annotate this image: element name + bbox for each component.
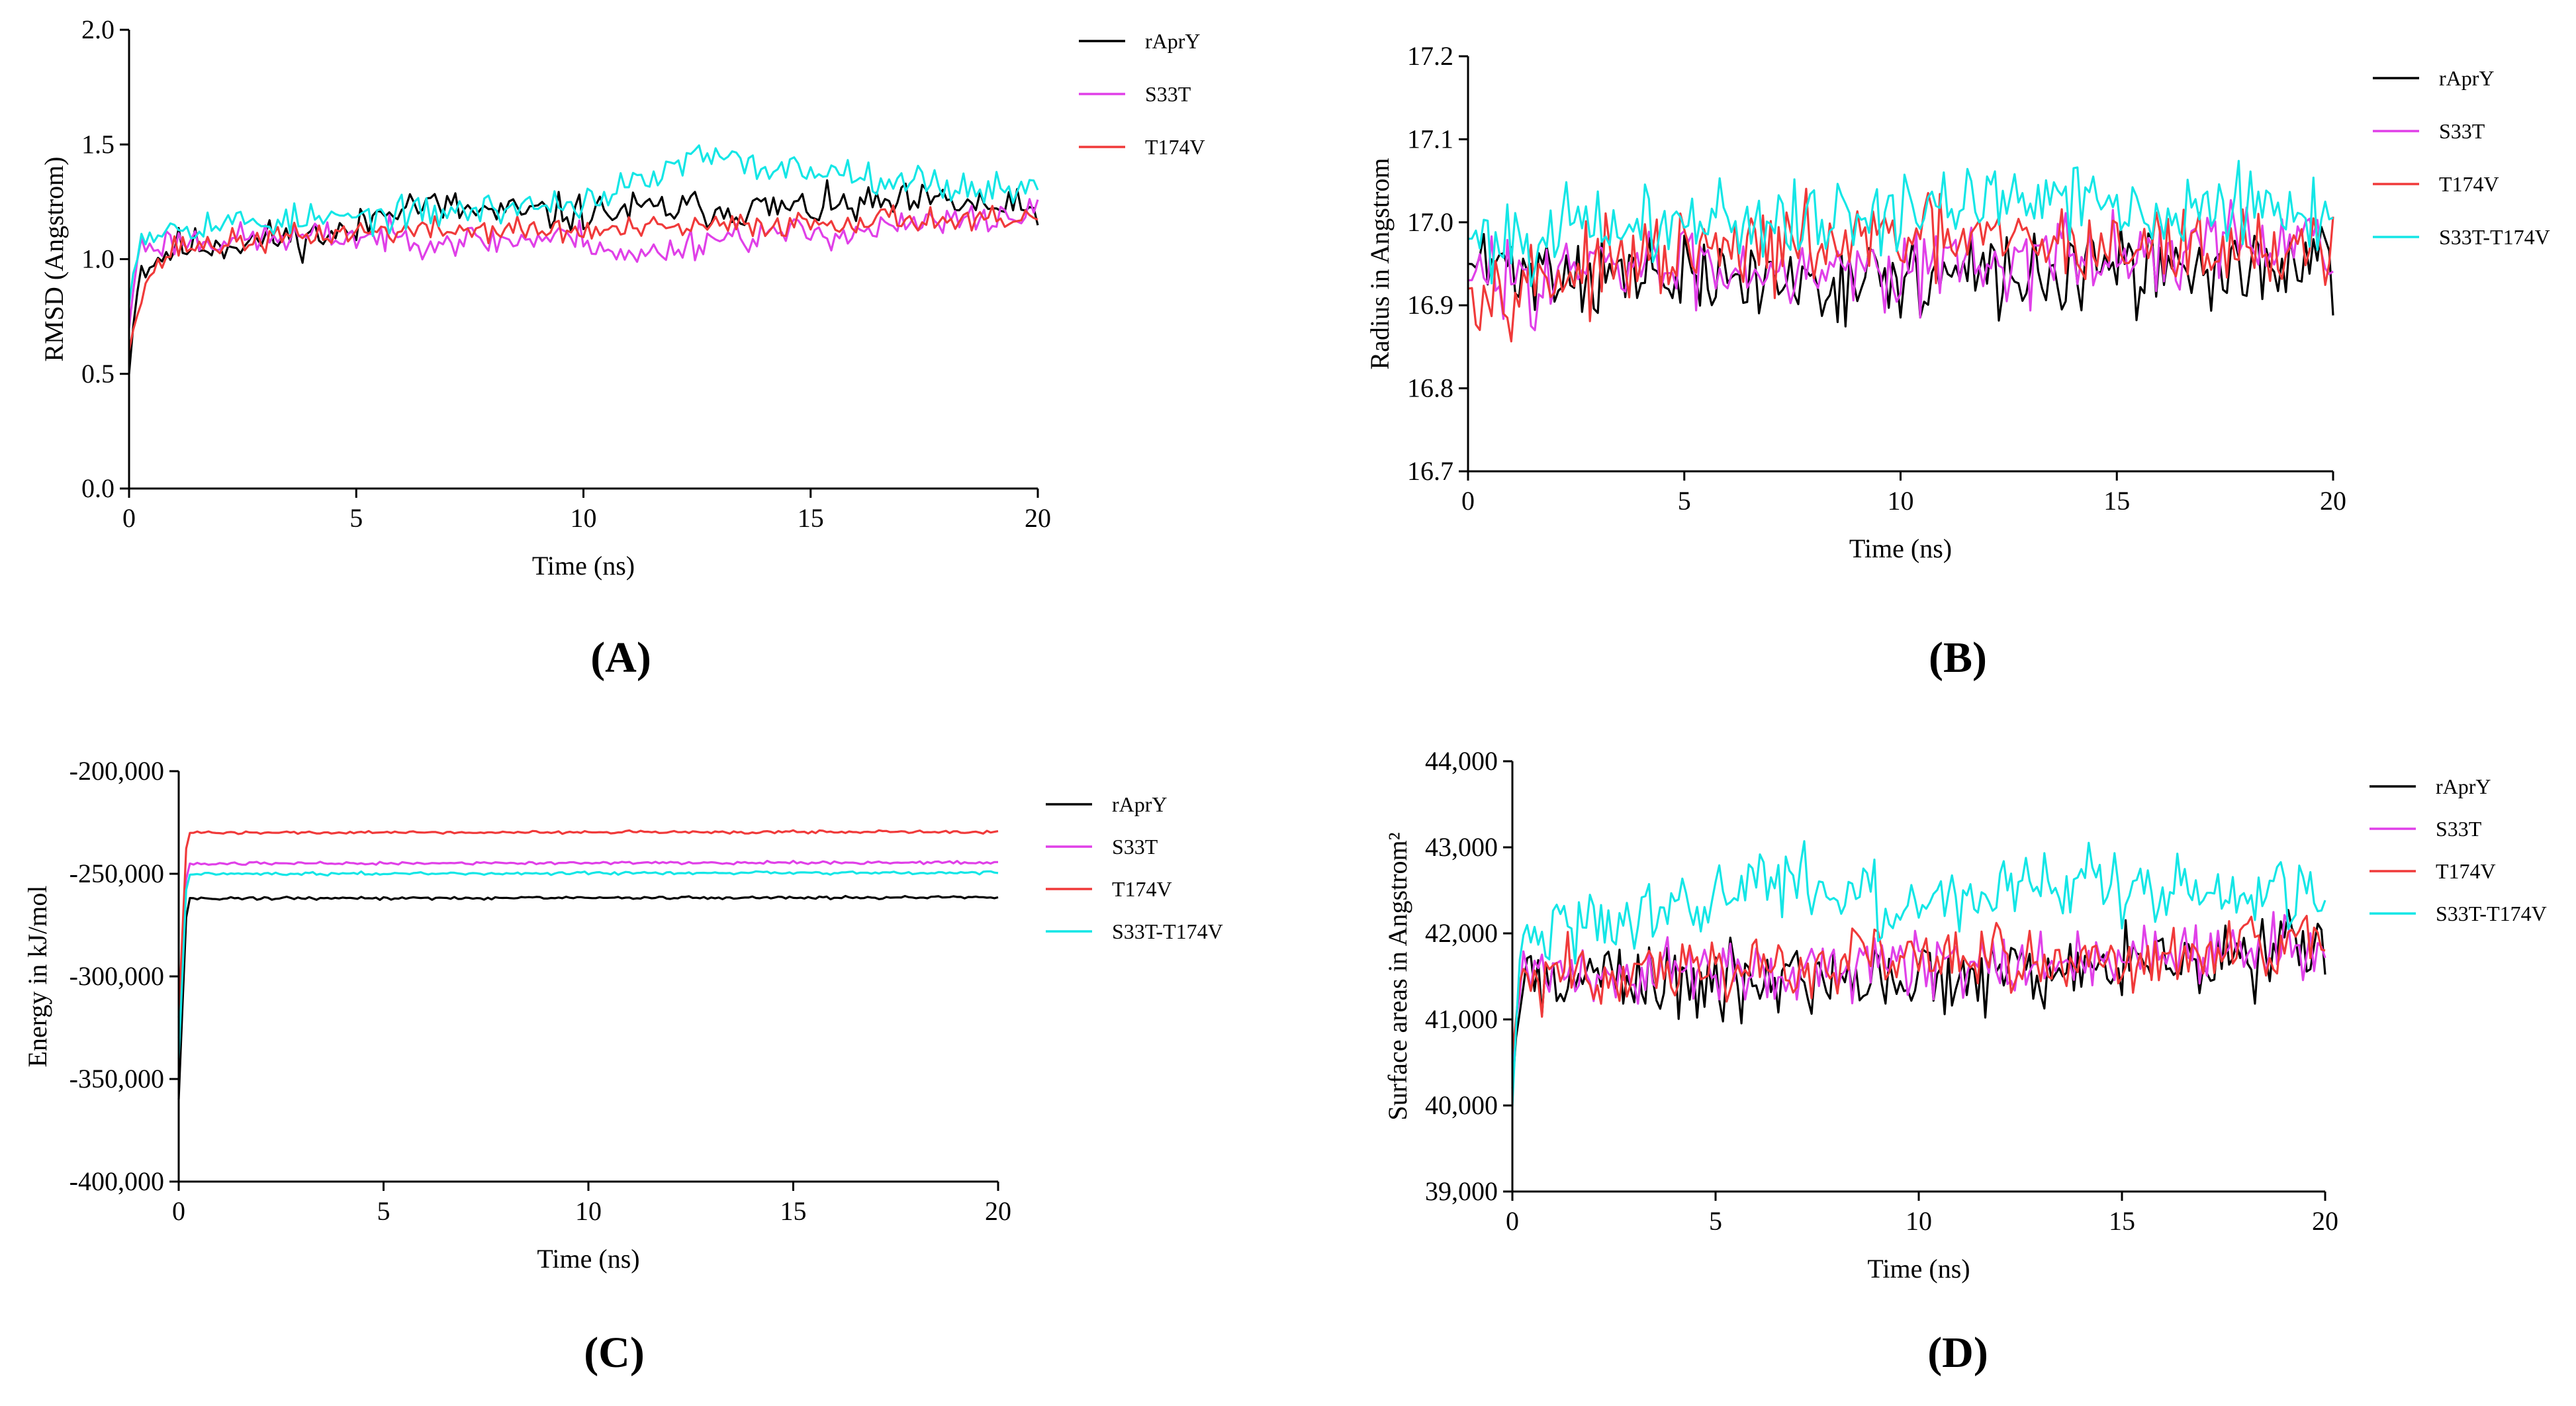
y-tick-label: 0.5 — [81, 359, 115, 389]
series-line-S33T — [128, 198, 1039, 328]
legend-label-T174V: T174V — [1145, 135, 1205, 159]
legend-label-rAprY: rAprY — [1145, 29, 1201, 53]
x-tick-label: 15 — [798, 503, 824, 533]
legend-label-S33T: S33T — [1145, 82, 1191, 106]
x-tick-label: 10 — [1888, 486, 1914, 516]
y-tick-label: 1.5 — [81, 129, 115, 159]
y-axis-title: Surface areas in Angstrom² — [1383, 832, 1412, 1120]
y-tick-label: -400,000 — [69, 1166, 164, 1196]
x-axis-title: Time (ns) — [532, 551, 635, 581]
y-tick-label: 17.2 — [1407, 41, 1453, 71]
y-tick-label: 40,000 — [1425, 1090, 1498, 1120]
x-tick-label: 20 — [2320, 486, 2346, 516]
x-axis-title: Time (ns) — [1867, 1254, 1970, 1284]
x-axis-title: Time (ns) — [537, 1244, 639, 1274]
y-tick-label: 2.0 — [81, 15, 115, 44]
x-tick-label: 20 — [2312, 1206, 2338, 1236]
series-line-rAprY — [128, 179, 1039, 374]
series-line-S33T-T174V — [177, 870, 999, 1059]
x-axis-title: Time (ns) — [1849, 534, 1952, 563]
y-tick-label: -350,000 — [69, 1064, 164, 1094]
y-tick-label: 42,000 — [1425, 918, 1498, 948]
y-tick-label: 16.8 — [1407, 373, 1453, 403]
legend-label-S33T-T174V: S33T-T174V — [2439, 225, 2550, 249]
series-line-rAprY — [1511, 909, 2326, 1089]
legend-label-rAprY: rAprY — [1112, 792, 1168, 816]
legend-label-T174V: T174V — [2436, 859, 2496, 883]
x-tick-label: 5 — [1709, 1206, 1722, 1236]
series-line-rAprY — [177, 894, 999, 1100]
chart-panel-C: 0 5 10 15 20 -400,000 -350,000 -300,000 -250,000… — [23, 756, 1223, 1377]
legend-label-T174V: T174V — [2439, 172, 2499, 196]
x-tick-label: 15 — [780, 1196, 807, 1226]
legend-label-rAprY: rAprY — [2439, 66, 2495, 90]
y-tick-label: 16.7 — [1407, 456, 1453, 486]
y-tick-label: 39,000 — [1425, 1176, 1498, 1206]
series-line-T174V — [128, 204, 1038, 352]
legend-label-S33T: S33T — [2439, 119, 2485, 143]
legend-label-S33T: S33T — [2436, 817, 2482, 841]
x-tick-label: 0 — [1506, 1206, 1519, 1236]
series-line-T174V — [1511, 915, 2326, 1054]
x-tick-label: 15 — [2103, 486, 2130, 516]
x-tick-label: 10 — [571, 503, 597, 533]
panel-label: (D) — [1927, 1329, 1988, 1377]
series-line-S33T-T174V — [128, 144, 1039, 306]
y-tick-label: -200,000 — [69, 756, 164, 786]
panel-label: (B) — [1929, 633, 1987, 682]
x-tick-label: 5 — [1678, 486, 1691, 516]
y-tick-label: 17.1 — [1407, 124, 1453, 154]
y-tick-label: 44,000 — [1425, 746, 1498, 776]
panel-label: (C) — [584, 1329, 645, 1377]
x-tick-label: 20 — [985, 1196, 1011, 1226]
y-tick-label: -250,000 — [69, 859, 164, 888]
y-tick-label: 0.0 — [81, 473, 115, 503]
x-tick-label: 0 — [122, 503, 136, 533]
x-tick-label: 15 — [2109, 1206, 2135, 1236]
chart-panel-A: 0 5 10 15 20 0.0 0.5 1.0 1.5 2.0 Time (ns) RMSD (An… — [39, 15, 1205, 682]
series-line-S33T-T174V — [1467, 160, 2334, 287]
legend-label-T174V: T174V — [1112, 877, 1172, 901]
x-tick-label: 0 — [1461, 486, 1475, 516]
series-line-T174V — [177, 829, 999, 1018]
y-tick-label: 16.9 — [1407, 290, 1453, 320]
legend-label-S33T: S33T — [1112, 835, 1158, 859]
x-tick-label: 5 — [349, 503, 363, 533]
legend-label-rAprY: rAprY — [2436, 774, 2491, 798]
chart-panel-D: 0 5 10 15 20 39,000 40,000 41,000 42,000 43,000 44… — [1383, 746, 2547, 1377]
y-tick-label: -300,000 — [69, 961, 164, 991]
x-tick-label: 0 — [172, 1196, 185, 1226]
x-tick-label: 10 — [575, 1196, 602, 1226]
y-tick-label: 17.0 — [1407, 207, 1453, 237]
y-axis-title: Radius in Angstrom — [1365, 158, 1395, 369]
chart-panel-B: 0 5 10 15 20 16.7 16.8 16.9 17.0 17.1 17.2 Time (ns… — [1365, 41, 2550, 682]
x-tick-label: 5 — [377, 1196, 391, 1226]
y-axis-title: RMSD (Angstrom) — [39, 156, 69, 361]
x-tick-label: 10 — [1906, 1206, 1932, 1236]
legend-label-S33T-T174V: S33T-T174V — [2436, 902, 2547, 925]
series-line-S33T-T174V — [1511, 840, 2326, 1106]
panel-label: (A) — [590, 633, 651, 682]
y-axis-title: Energy in kJ/mol — [23, 886, 52, 1068]
y-tick-label: 41,000 — [1425, 1004, 1498, 1034]
legend-label-S33T-T174V: S33T-T174V — [1112, 919, 1223, 943]
y-tick-label: 1.0 — [81, 244, 115, 274]
x-tick-label: 20 — [1025, 503, 1051, 533]
series-line-S33T — [1511, 911, 2326, 1063]
series-line-T174V — [1467, 187, 2334, 343]
y-tick-label: 43,000 — [1425, 832, 1498, 862]
series-line-S33T — [177, 859, 998, 1039]
